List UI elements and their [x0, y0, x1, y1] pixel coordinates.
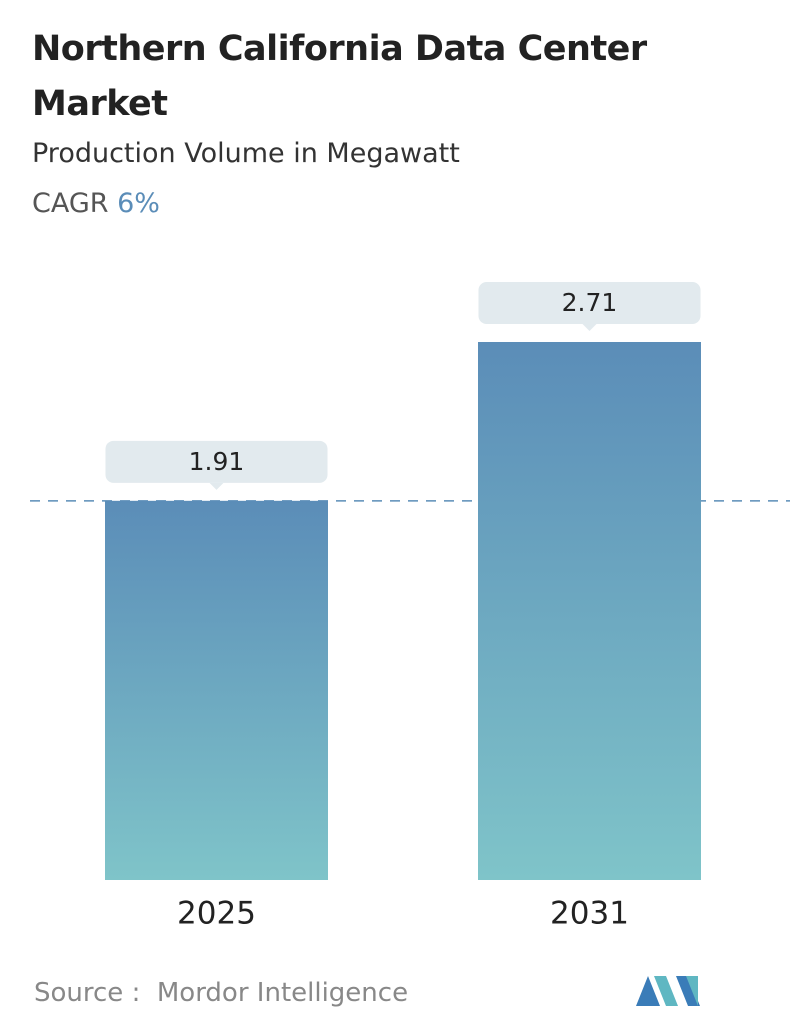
value-label-pointer — [209, 482, 224, 490]
bar — [105, 500, 328, 880]
x-tick-label: 2025 — [177, 896, 256, 932]
bar — [478, 342, 701, 880]
x-tick-label: 2031 — [550, 896, 629, 932]
chart-title: Northern California Data Center Market — [32, 29, 647, 124]
cagr: CAGR 6% — [32, 188, 160, 219]
source-name: Mordor Intelligence — [156, 978, 409, 1008]
source-label: Source : — [34, 978, 141, 1008]
logo — [636, 976, 700, 1006]
cagr-label: CAGR — [32, 188, 109, 219]
value-label-bg — [478, 282, 701, 324]
value-label-bg — [105, 440, 328, 483]
cagr-value: 6% — [117, 188, 160, 219]
value-label: 1.91 — [189, 447, 245, 476]
value-label: 2.71 — [562, 288, 618, 317]
chart-subtitle: Production Volume in Megawatt — [32, 138, 460, 169]
source: Source : Mordor Intelligence — [34, 978, 408, 1008]
value-label-pointer — [582, 324, 597, 331]
